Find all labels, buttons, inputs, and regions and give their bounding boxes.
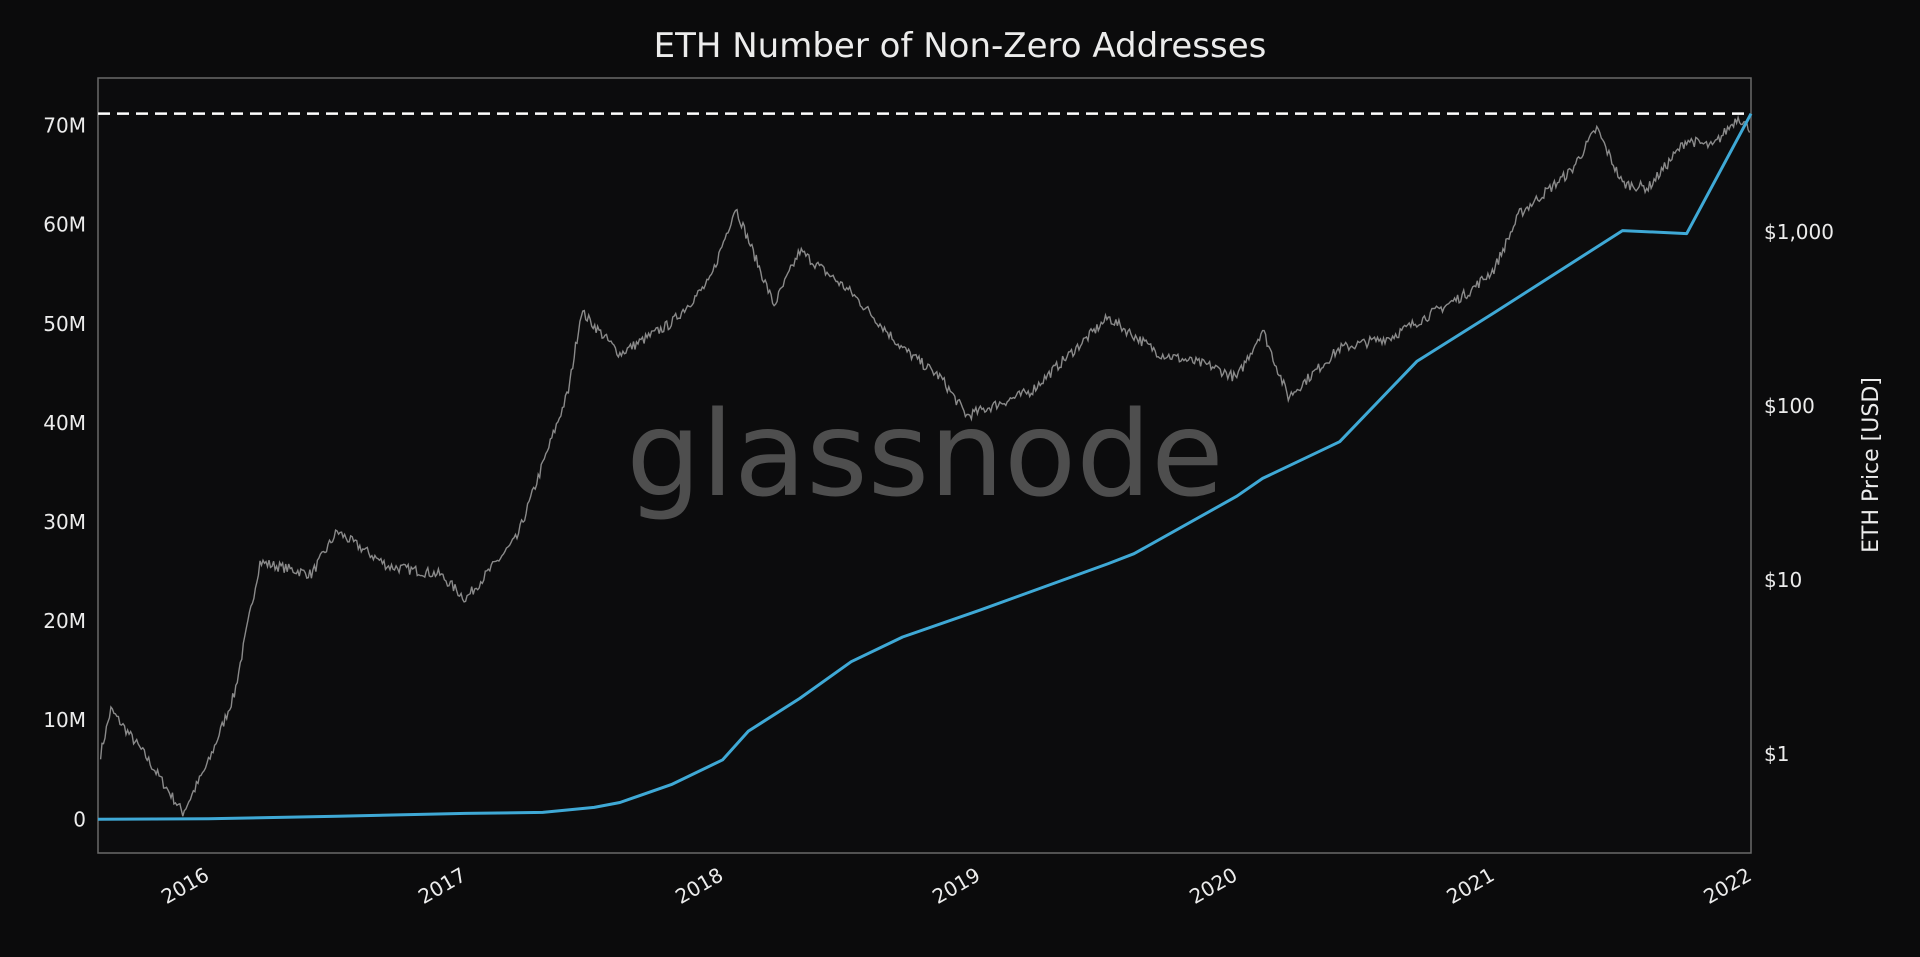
price-series-line: [99, 114, 1751, 817]
y2-tick-label: $10: [1764, 568, 1802, 592]
x-tick-label: 2021: [1442, 863, 1498, 909]
y-tick-label: 20M: [43, 609, 86, 633]
x-tick-label: 2022: [1699, 863, 1755, 909]
x-tick-label: 2016: [157, 863, 213, 909]
x-tick-label: 2020: [1185, 863, 1241, 909]
y-tick-label: 0: [73, 807, 86, 831]
y-tick-label: 40M: [43, 411, 86, 435]
plot-frame: [97, 77, 1752, 854]
y2-axis-label: ETH Price [USD]: [1859, 377, 1884, 553]
y-tick-label: 50M: [43, 312, 86, 336]
x-tick-label: 2017: [414, 863, 470, 909]
watermark: glassnode: [626, 385, 1223, 523]
y-tick-label: 60M: [43, 213, 86, 237]
y2-tick-label: $100: [1764, 394, 1815, 418]
x-tick-label: 2019: [928, 863, 984, 909]
y-tick-label: 10M: [43, 708, 86, 732]
chart-title: ETH Number of Non-Zero Addresses: [654, 26, 1267, 66]
addresses-series-line: [97, 112, 1753, 821]
y2-tick-label: $1,000: [1764, 220, 1834, 244]
x-tick-label: 2018: [671, 863, 727, 909]
y2-tick-label: $1: [1764, 742, 1789, 766]
y-tick-label: 70M: [43, 114, 86, 138]
y-tick-label: 30M: [43, 510, 86, 534]
